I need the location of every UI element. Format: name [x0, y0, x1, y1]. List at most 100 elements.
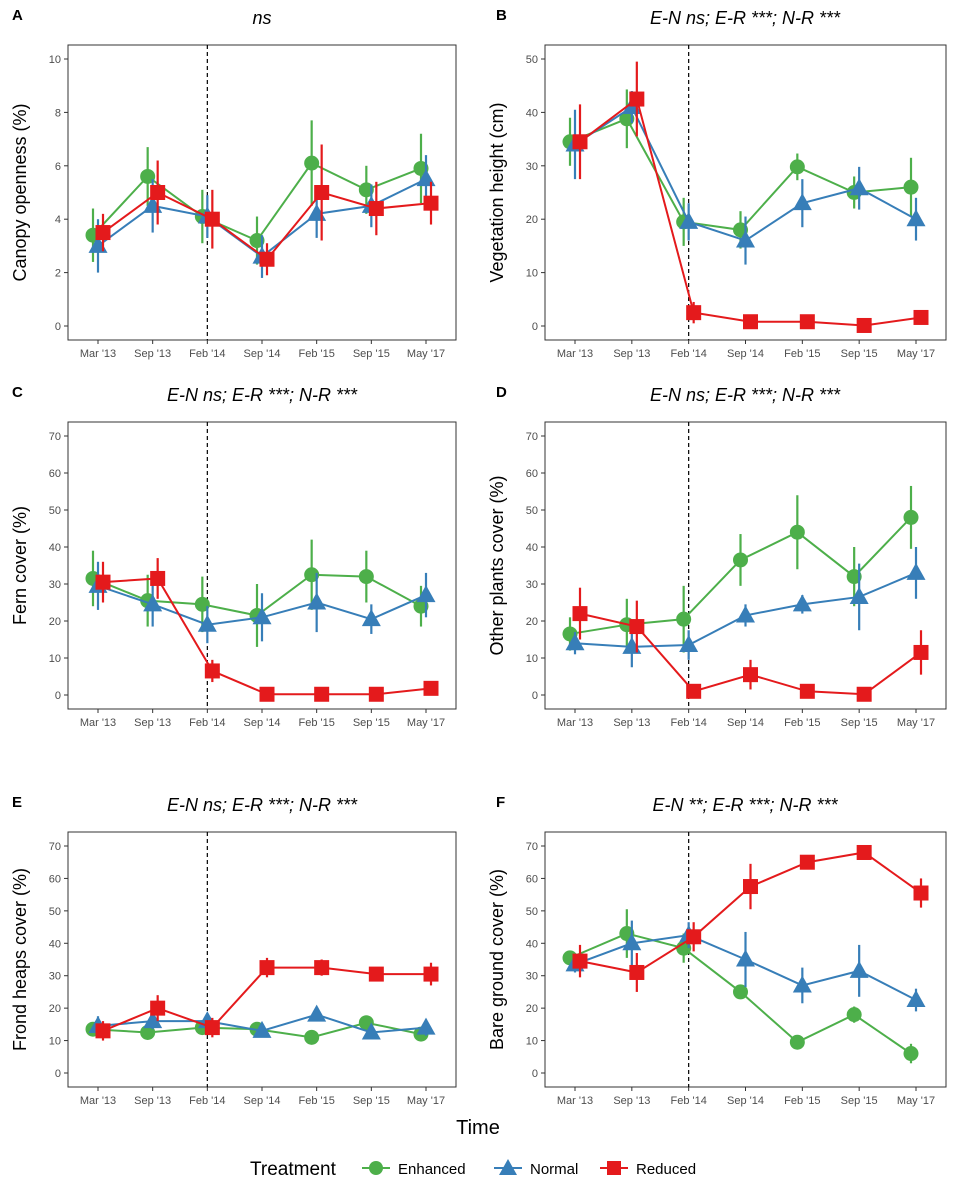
y-tick-label: 10	[49, 653, 61, 665]
data-point	[792, 975, 812, 993]
series-reduced-b	[572, 61, 929, 333]
data-point	[259, 686, 275, 702]
legend-item-normal: Normal	[494, 1159, 578, 1178]
panel-letter-c: C	[12, 384, 23, 401]
data-point	[304, 155, 320, 171]
y-tick-label: 30	[526, 161, 538, 173]
data-point	[259, 251, 275, 267]
data-point	[799, 683, 815, 699]
data-point	[140, 1024, 156, 1040]
y-tick-label: 0	[55, 690, 61, 702]
y-tick-label: 10	[49, 1036, 61, 1048]
data-point	[143, 594, 163, 612]
y-tick-label: 0	[532, 321, 538, 333]
y-tick-label: 0	[55, 1068, 61, 1080]
data-point	[307, 592, 327, 610]
y-tick-label: 50	[526, 54, 538, 66]
y-tick-label: 70	[526, 841, 538, 853]
y-tick-label: 10	[526, 1036, 538, 1048]
y-tick-label: 50	[526, 906, 538, 918]
x-tick-label: Sep '13	[134, 1095, 171, 1107]
plot-frame-c	[67, 421, 457, 710]
data-point	[799, 854, 815, 870]
y-tick-label: 10	[526, 268, 538, 280]
x-tick-label: Feb '14	[189, 348, 225, 360]
legend-circle-icon	[369, 1161, 383, 1175]
y-tick-label: 30	[526, 971, 538, 983]
data-point	[743, 667, 758, 683]
data-point	[856, 317, 872, 333]
panel-title-a: ns	[252, 8, 271, 28]
x-tick-label: Sep '15	[841, 1095, 878, 1107]
y-tick-label: 30	[526, 579, 538, 591]
y-tick-label: 20	[49, 1003, 61, 1015]
panel-e: E E-N ns; E-R ***; N-R *** Frond heaps cov…	[10, 794, 457, 1107]
x-tick-label: May '17	[897, 348, 935, 360]
x-tick-label: Mar '13	[80, 717, 116, 729]
data-point	[150, 185, 166, 200]
data-point	[572, 606, 588, 622]
y-tick-label: 2	[55, 268, 61, 280]
data-point	[249, 233, 265, 249]
panel-title-e: E-N ns; E-R ***; N-R ***	[167, 795, 358, 815]
y-axis-label-d: Other plants cover (%)	[487, 475, 507, 655]
data-point	[629, 964, 645, 980]
data-point	[307, 1004, 327, 1022]
x-tick-label: Sep '14	[244, 1095, 281, 1107]
data-point	[619, 111, 635, 127]
data-point	[679, 211, 699, 229]
x-tick-label: Feb '15	[784, 717, 820, 729]
data-point	[143, 1011, 163, 1029]
legend-item-reduced: Reduced	[600, 1161, 696, 1178]
x-tick-label: Sep '14	[727, 348, 764, 360]
data-point	[733, 552, 748, 568]
data-point	[903, 509, 919, 525]
data-point	[846, 569, 862, 585]
data-point	[150, 1000, 166, 1016]
x-tick-label: Feb '14	[189, 1095, 225, 1107]
data-point	[736, 230, 755, 248]
x-tick-label: Sep '13	[134, 717, 171, 729]
data-point	[358, 182, 374, 198]
data-point	[792, 193, 812, 211]
y-tick-label: 0	[532, 1068, 538, 1080]
y-tick-label: 10	[49, 54, 61, 66]
data-point	[565, 633, 585, 651]
y-axis-label-b: Vegetation height (cm)	[487, 102, 507, 282]
y-tick-label: 70	[526, 431, 538, 443]
x-tick-label: Feb '14	[670, 717, 706, 729]
data-point	[913, 309, 929, 325]
y-tick-label: 4	[55, 214, 61, 226]
x-tick-label: May '17	[407, 717, 445, 729]
y-tick-label: 70	[49, 431, 61, 443]
data-point	[361, 609, 381, 627]
legend-label-enhanced: Enhanced	[398, 1161, 466, 1178]
legend-label-reduced: Reduced	[636, 1161, 696, 1178]
x-tick-label: Sep '14	[727, 1095, 764, 1107]
data-point	[849, 960, 869, 978]
panel-letter-a: A	[12, 7, 23, 24]
data-point	[736, 949, 755, 967]
x-axis-title: Time	[456, 1117, 500, 1139]
x-tick-label: Mar '13	[80, 1095, 116, 1107]
y-tick-label: 60	[49, 873, 61, 885]
x-tick-label: Sep '15	[353, 348, 390, 360]
legend-item-enhanced: Enhanced	[362, 1161, 466, 1178]
x-tick-label: Sep '15	[841, 717, 878, 729]
y-tick-label: 30	[49, 579, 61, 591]
data-point	[314, 686, 330, 702]
x-tick-label: Feb '14	[670, 1095, 706, 1107]
panel-b: B E-N ns; E-R ***; N-R *** Vegetation heig…	[487, 7, 947, 360]
series-reduced-d	[572, 587, 929, 702]
data-point	[95, 225, 111, 241]
data-point	[913, 644, 929, 660]
data-point	[629, 619, 645, 635]
y-tick-label: 50	[49, 505, 61, 517]
data-point	[358, 569, 374, 585]
data-point	[743, 879, 758, 895]
data-point	[423, 195, 439, 211]
y-tick-label: 50	[526, 505, 538, 517]
data-point	[150, 570, 166, 586]
x-tick-label: Mar '13	[557, 348, 593, 360]
panel-c: C E-N ns; E-R ***; N-R *** Fern cover (%) 0…	[10, 384, 457, 729]
